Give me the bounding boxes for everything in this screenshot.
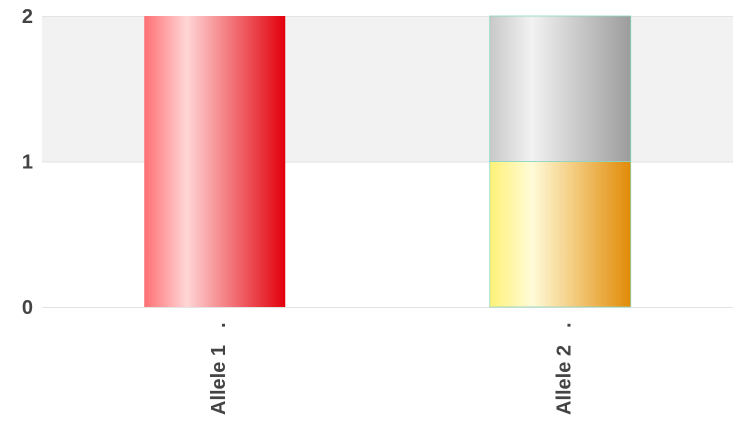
x-tick-label: Allele 1 [208,345,230,415]
bar-segment [144,16,286,307]
x-tick-mark: . [208,322,230,328]
y-tick-label: 1 [22,152,33,174]
x-tick-label: Allele 2 [553,345,575,415]
y-axis: 0 1 2 [22,6,33,319]
bar-segment [489,15,632,162]
x-axis: Allele 1. Allele 2. [208,322,576,415]
x-tick-mark: . [553,322,575,328]
bars [144,15,632,308]
y-tick-label: 0 [22,297,33,319]
bar-segment [489,161,632,308]
y-tick-label: 2 [22,6,33,28]
